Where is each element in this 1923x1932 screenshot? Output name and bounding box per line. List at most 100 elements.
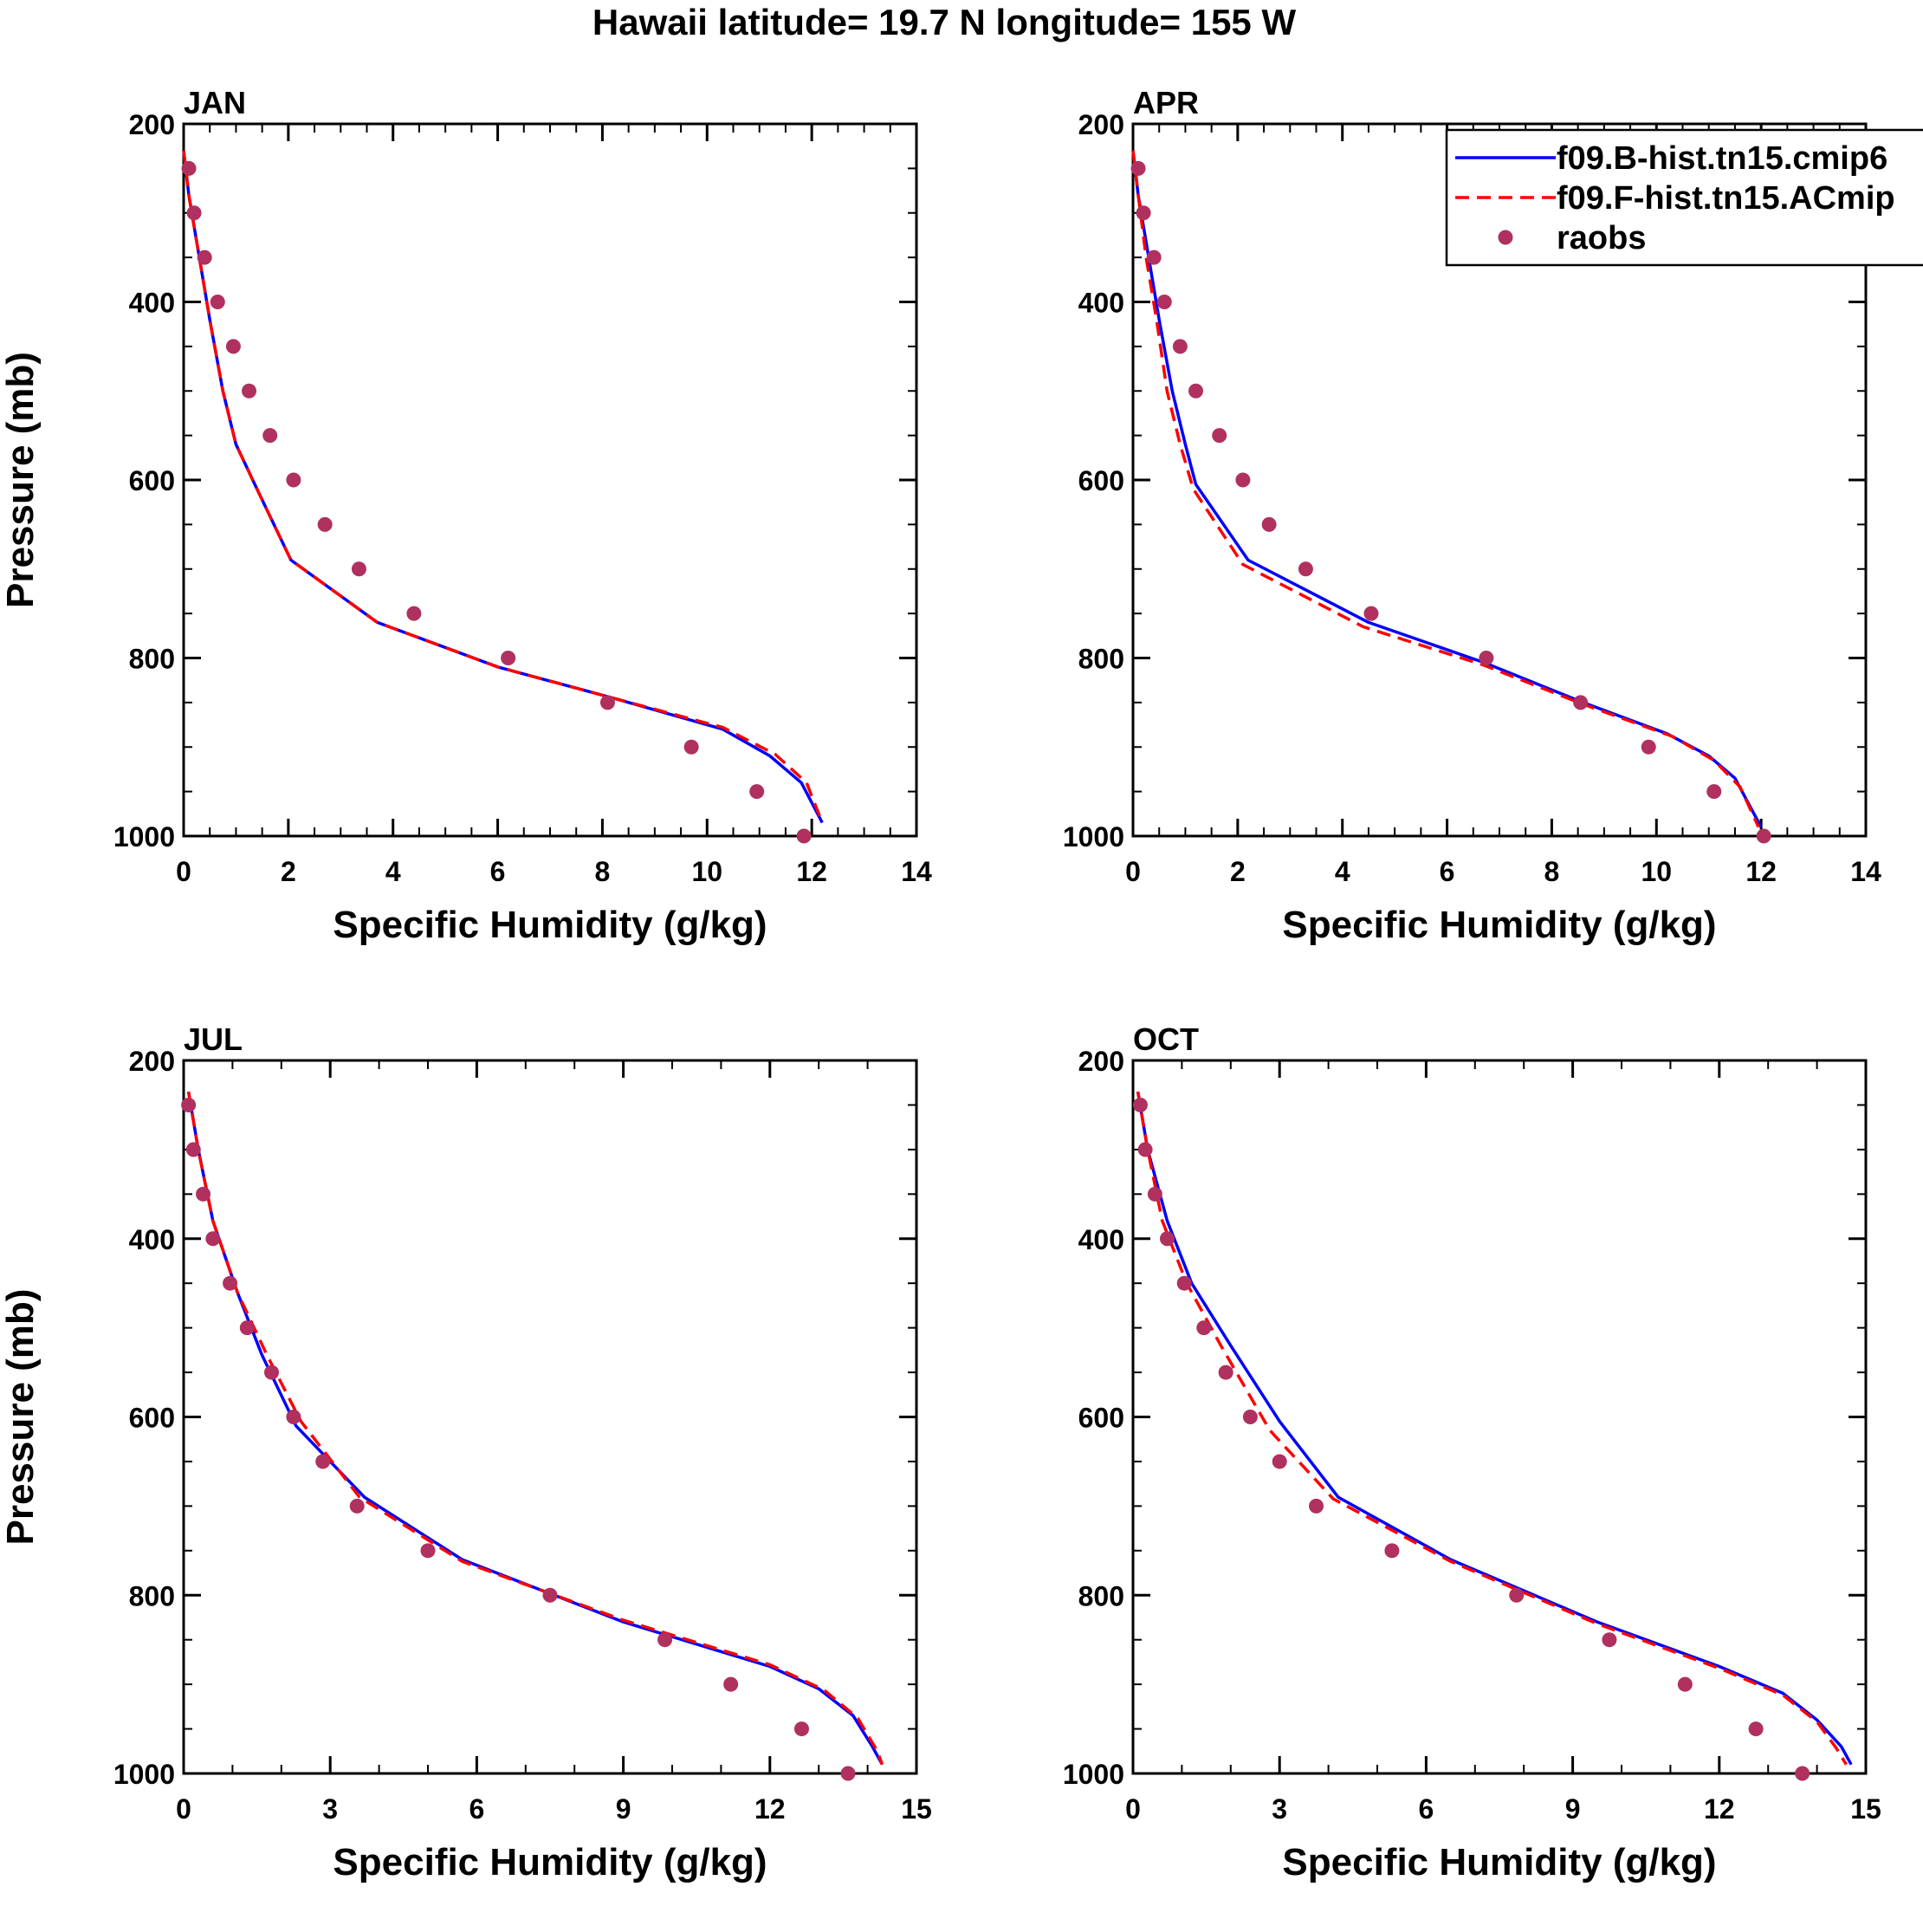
raobs-marker	[196, 1186, 211, 1202]
x-tick-label: 12	[754, 1793, 786, 1825]
raobs-marker	[796, 828, 812, 844]
raobs-marker	[1218, 1365, 1233, 1380]
x-tick-label: 10	[691, 856, 722, 887]
series-line-f-hist	[182, 150, 824, 824]
panel-label: APR	[1133, 85, 1199, 120]
y-axis-label: Pressure (mb)	[0, 1289, 42, 1546]
y-tick-label: 600	[1078, 1403, 1124, 1434]
raobs-marker	[317, 516, 333, 532]
y-tick-label: 400	[1078, 1224, 1124, 1255]
x-tick-label: 3	[322, 1793, 338, 1825]
panel-jan: 0 2 4 6 8 10 12 14 200 400 600 800 1000 JAN Specific H…	[0, 85, 932, 946]
y-axis-label: Pressure (mb)	[0, 352, 42, 608]
raobs-marker	[242, 383, 257, 399]
legend-marker-raobs	[1498, 230, 1513, 245]
raobs-marker	[1756, 828, 1771, 844]
x-tick-label: 0	[1125, 1793, 1141, 1825]
raobs-marker	[264, 1365, 280, 1380]
raobs-marker	[1479, 651, 1494, 665]
raobs-marker	[181, 1097, 197, 1112]
series-line-b-hist	[1136, 1091, 1853, 1766]
raobs-marker	[793, 1721, 809, 1737]
legend-box	[1445, 128, 1923, 267]
raobs-marker	[1146, 250, 1162, 265]
x-tick-label: 10	[1641, 856, 1672, 887]
raobs-marker	[1159, 1231, 1175, 1247]
raobs-marker	[1212, 428, 1227, 444]
raobs-marker	[1272, 1454, 1287, 1469]
y-tick-label: 200	[1078, 1046, 1124, 1077]
series-line-b-hist	[1131, 150, 1763, 828]
x-tick-label: 6	[490, 856, 506, 887]
raobs-marker	[1242, 1410, 1258, 1424]
raobs-marker	[286, 1410, 301, 1424]
raobs-marker	[1137, 1142, 1153, 1157]
raobs-marker	[420, 1543, 436, 1559]
figure-title: Hawaii latitude= 19.7 N longitude= 155 W	[592, 2, 1297, 42]
raobs-marker	[1706, 784, 1722, 800]
legend: f09.B-hist.tn15.cmip6f09.F-hist.tn15.ACm…	[1445, 128, 1923, 267]
y-tick-label: 600	[1078, 465, 1124, 496]
raobs-marker	[1147, 1186, 1162, 1202]
y-tick-label: 400	[129, 288, 175, 319]
raobs-marker	[315, 1454, 331, 1469]
raobs-marker	[749, 784, 765, 800]
x-axis-label: Specific Humidity (g/kg)	[333, 1841, 767, 1883]
raobs-marker	[501, 651, 516, 665]
y-tick-label: 800	[129, 1580, 175, 1611]
y-tick-label: 400	[1078, 288, 1124, 319]
x-tick-label: 4	[1335, 856, 1350, 887]
x-tick-label: 2	[281, 856, 296, 887]
raobs-marker	[1573, 695, 1589, 710]
x-tick-label: 4	[385, 856, 401, 887]
raobs-marker	[349, 1498, 365, 1514]
x-tick-label: 9	[616, 1793, 631, 1825]
x-tick-label: 9	[1565, 1793, 1581, 1825]
raobs-marker	[1196, 1320, 1212, 1336]
panel-jul: 0 3 6 9 12 15 200 400 600 800 1000 JUL Specific Humi…	[0, 1021, 932, 1883]
x-tick-label: 6	[469, 1793, 485, 1825]
y-tick-label: 600	[129, 1403, 175, 1434]
series-line-f-hist	[1131, 150, 1760, 828]
raobs-marker	[1188, 383, 1204, 399]
raobs-marker	[1130, 160, 1146, 176]
y-tick-label: 1000	[1063, 821, 1124, 853]
raobs-marker	[657, 1632, 673, 1648]
x-tick-label: 8	[1544, 856, 1560, 887]
x-tick-label: 12	[796, 856, 827, 887]
y-tick-label: 1000	[113, 821, 175, 853]
raobs-marker	[1509, 1587, 1525, 1603]
raobs-marker	[1156, 295, 1172, 309]
raobs-marker	[1176, 1275, 1192, 1291]
x-tick-label: 14	[901, 856, 932, 887]
raobs-marker	[1384, 1543, 1400, 1559]
raobs-marker	[683, 739, 699, 755]
raobs-marker	[1795, 1766, 1810, 1781]
x-tick-label: 15	[901, 1793, 932, 1825]
x-tick-label: 2	[1230, 856, 1246, 887]
raobs-marker	[1235, 472, 1251, 488]
panel-label: OCT	[1133, 1021, 1199, 1057]
y-tick-label: 800	[1078, 1580, 1124, 1611]
x-tick-label: 0	[1125, 856, 1141, 887]
raobs-marker	[1677, 1676, 1693, 1692]
raobs-marker	[1298, 561, 1313, 577]
x-tick-label: 6	[1440, 856, 1455, 887]
raobs-marker	[406, 606, 422, 621]
raobs-marker	[542, 1587, 558, 1603]
raobs-marker	[599, 695, 615, 710]
series-line-f-hist	[1136, 1091, 1848, 1766]
raobs-marker	[286, 472, 301, 488]
raobs-marker	[1641, 739, 1656, 755]
y-tick-label: 400	[129, 1224, 175, 1255]
y-tick-label: 600	[129, 465, 175, 496]
raobs-marker	[186, 205, 202, 221]
series-line-b-hist	[186, 1091, 884, 1766]
x-tick-label: 0	[176, 1793, 191, 1825]
raobs-marker	[197, 250, 212, 265]
legend-label: f09.B-hist.tn15.cmip6	[1557, 140, 1887, 177]
raobs-marker	[1132, 1097, 1148, 1112]
y-tick-label: 200	[129, 109, 175, 140]
